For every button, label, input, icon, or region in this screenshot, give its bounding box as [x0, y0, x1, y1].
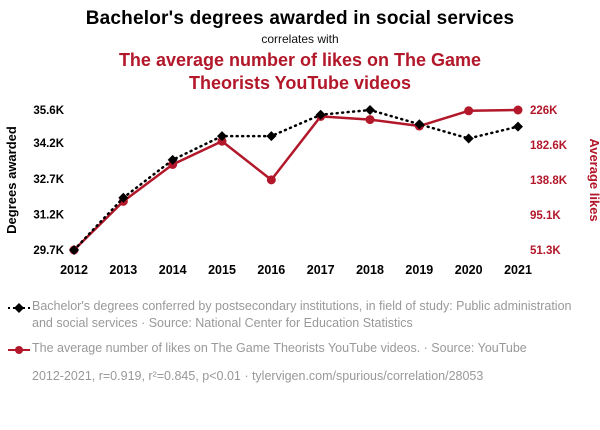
svg-text:Degrees awarded: Degrees awarded: [4, 126, 19, 234]
svg-text:182.6K: 182.6K: [530, 140, 568, 152]
svg-text:2013: 2013: [109, 263, 137, 277]
legend-item-degrees: Bachelor's degrees conferred by postseco…: [8, 298, 592, 331]
svg-text:31.2K: 31.2K: [33, 209, 64, 221]
chart-svg: 29.7K 31.2K 32.7K 34.2K 35.6K 51.3K 95.1K 138.8…: [4, 105, 600, 277]
correlates-with-label: correlates with: [261, 32, 339, 46]
stats-footer: 2012-2021, r=0.919, r²=0.845, p<0.01 · t…: [32, 368, 484, 383]
red-circle-series-icon: [8, 340, 32, 360]
svg-text:51.3K: 51.3K: [530, 245, 561, 257]
svg-text:2015: 2015: [208, 263, 236, 277]
chart: 29.7K 31.2K 32.7K 34.2K 35.6K 51.3K 95.1K 138.8…: [0, 96, 600, 292]
svg-text:2019: 2019: [405, 263, 433, 277]
secondary-title: The average number of likes on The Game …: [118, 50, 482, 93]
svg-text:2018: 2018: [356, 263, 384, 277]
svg-text:29.7K: 29.7K: [33, 245, 64, 257]
svg-text:34.2K: 34.2K: [33, 138, 64, 150]
svg-text:2020: 2020: [455, 263, 483, 277]
black-diamond-series-icon: [8, 298, 32, 331]
legend-text-likes: The average number of likes on The Game …: [32, 341, 527, 355]
legend: Bachelor's degrees conferred by postseco…: [0, 292, 600, 360]
svg-text:32.7K: 32.7K: [33, 174, 64, 186]
svg-text:2012: 2012: [60, 263, 88, 277]
svg-text:2016: 2016: [257, 263, 285, 277]
svg-text:2014: 2014: [159, 263, 187, 277]
svg-text:226K: 226K: [530, 105, 558, 117]
svg-text:138.8K: 138.8K: [530, 175, 568, 187]
legend-text-degrees: Bachelor's degrees conferred by postseco…: [32, 299, 572, 330]
page-title: Bachelor's degrees awarded in social ser…: [85, 8, 515, 29]
svg-text:35.6K: 35.6K: [33, 105, 64, 117]
svg-text:2017: 2017: [307, 263, 335, 277]
svg-text:2021: 2021: [504, 263, 532, 277]
legend-item-likes: The average number of likes on The Game …: [8, 340, 592, 360]
svg-text:Average likes: Average likes: [587, 138, 600, 221]
svg-text:95.1K: 95.1K: [530, 210, 561, 222]
